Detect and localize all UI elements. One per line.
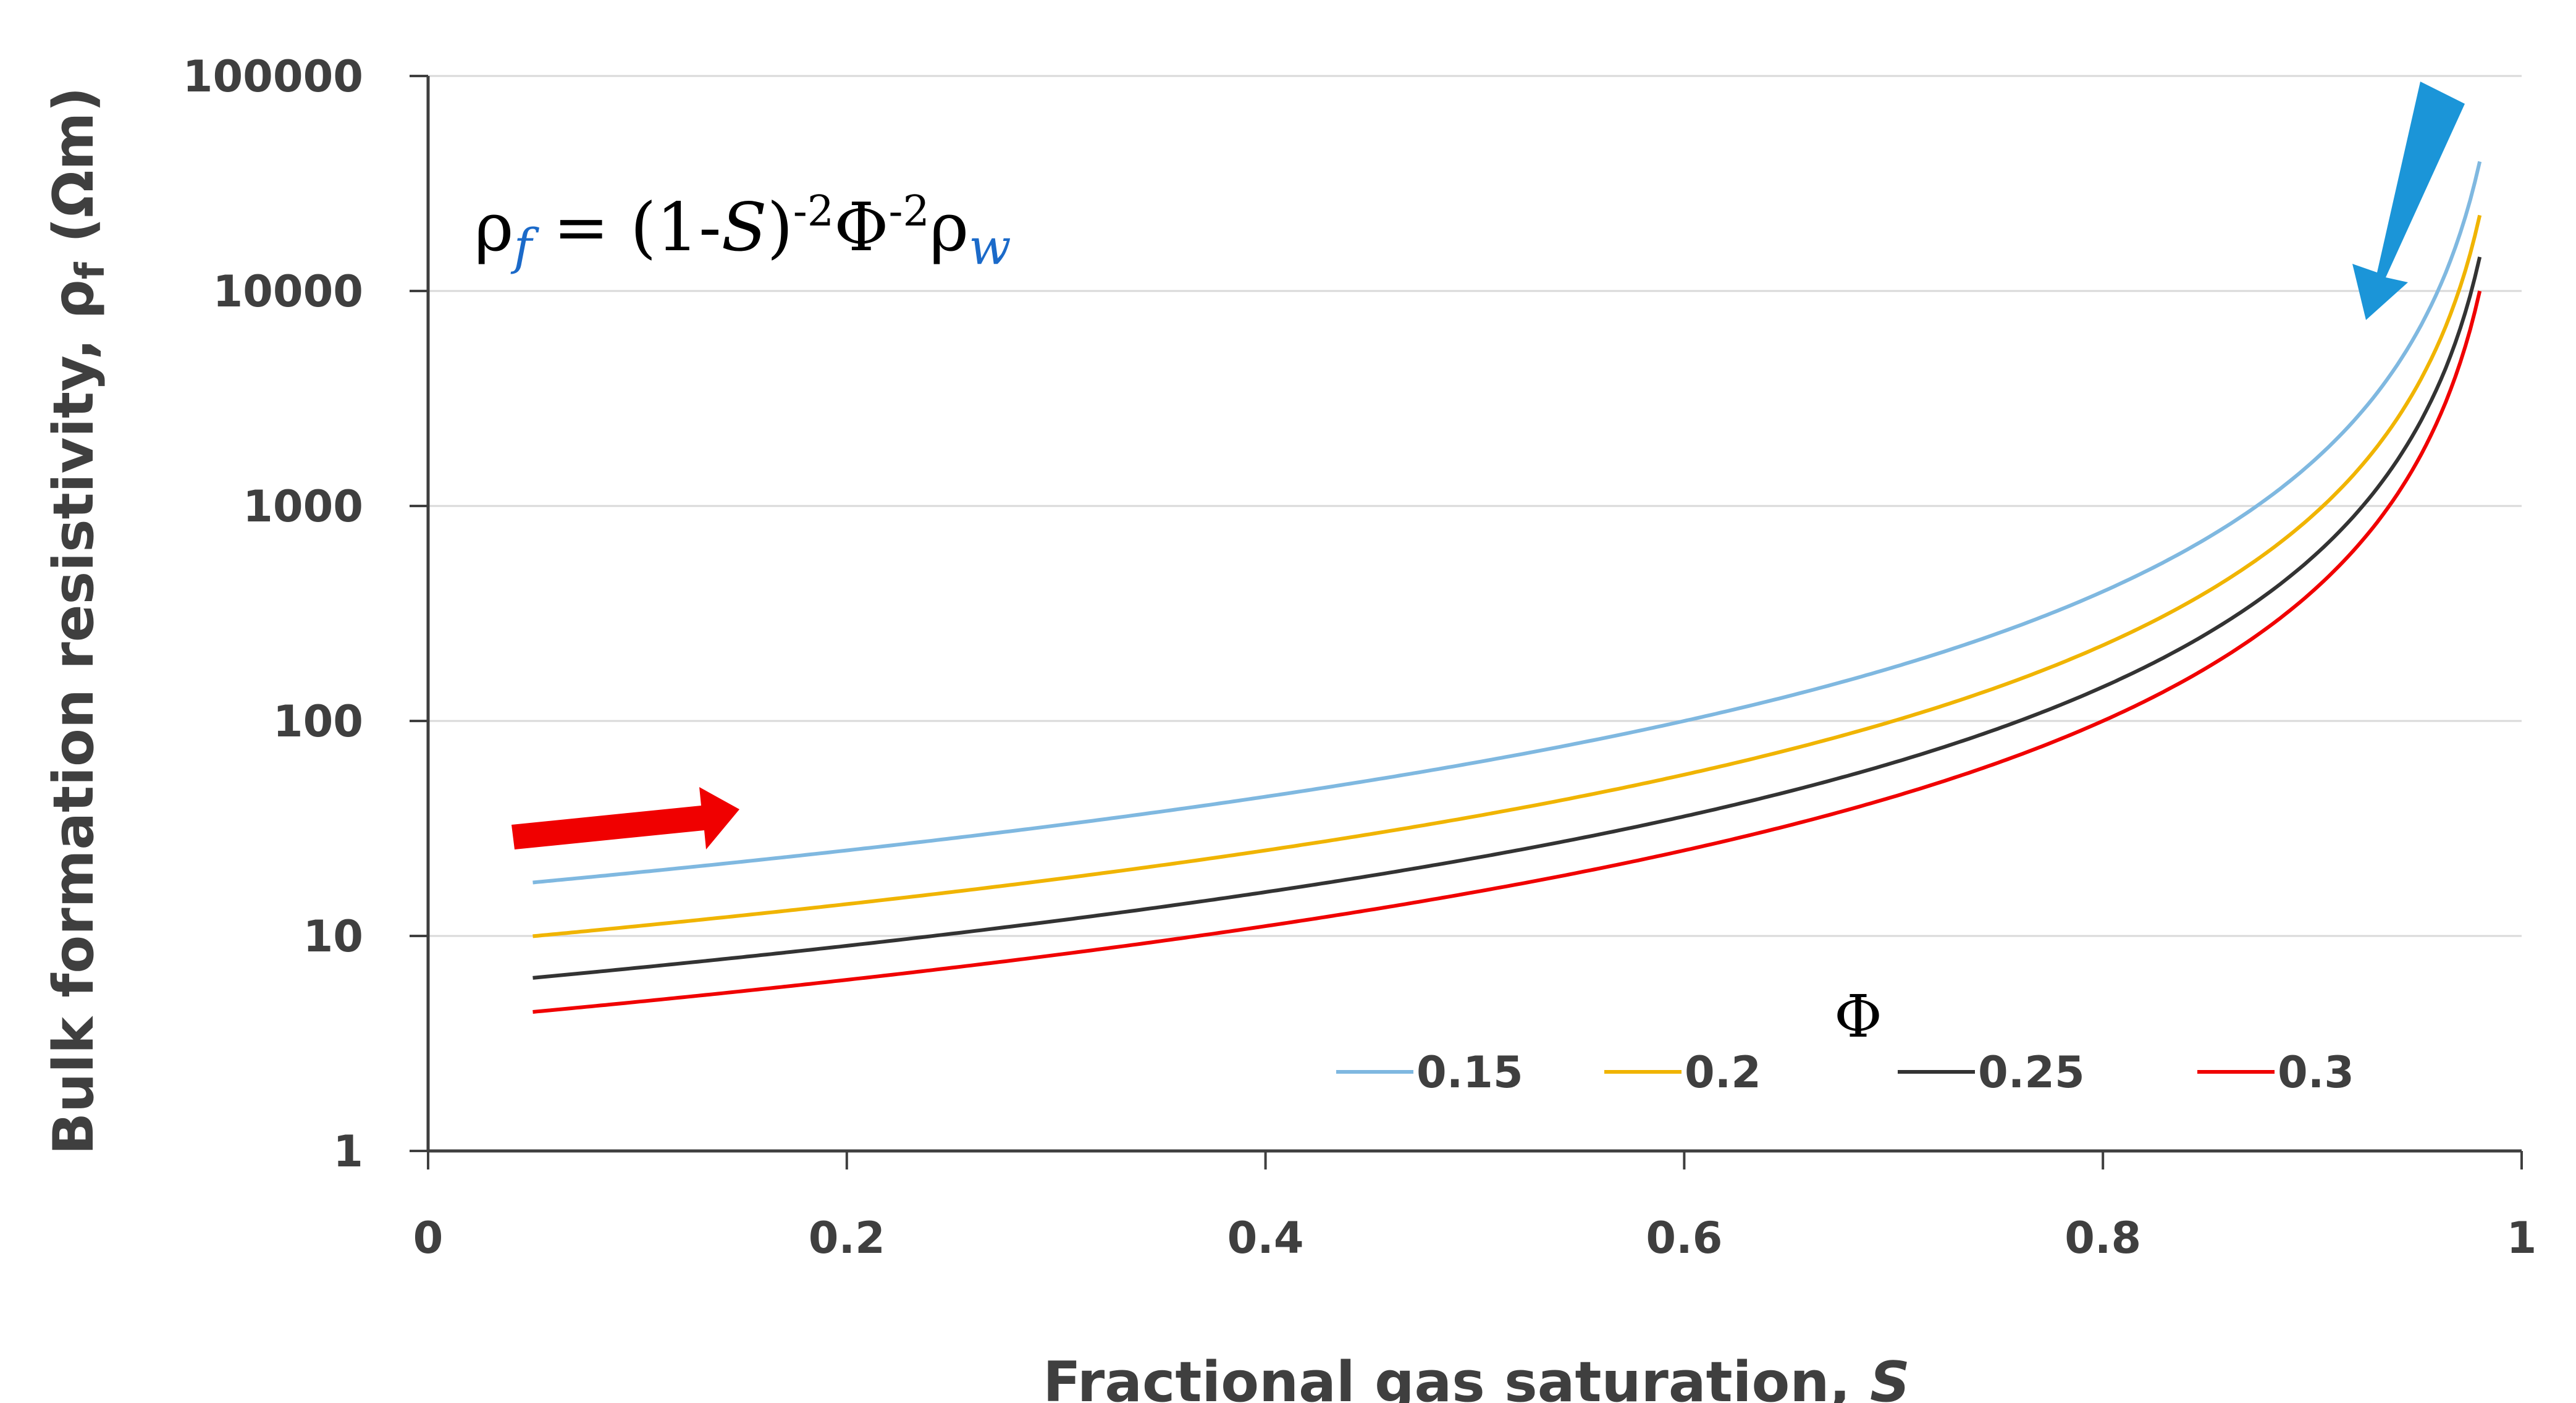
y-tick-label: 100 — [273, 696, 363, 747]
x-tick-label: 1 — [2507, 1213, 2537, 1263]
y-axis-title-symbol: ρ — [41, 279, 106, 319]
x-axis-title-var: S — [1870, 1350, 1910, 1403]
x-tick-label: 0 — [413, 1213, 444, 1263]
x-axis-title: Fractional gas saturation, S — [1043, 1350, 1910, 1403]
series-lines — [532, 161, 2482, 1014]
y-axis-title-unit: (Ωm) — [41, 87, 106, 263]
y-tick-label: 100000 — [183, 51, 363, 102]
red-arrow — [511, 787, 739, 849]
equation-rho: ρ — [474, 189, 514, 266]
series-line-0.2 — [532, 214, 2482, 938]
equation-eq: = (1- — [532, 189, 722, 266]
axes — [410, 75, 2523, 1169]
equation: ρf = (1-S)-2Φ-2ρw — [474, 187, 1011, 276]
x-tick-label: 0.2 — [809, 1213, 885, 1263]
series-line-0.25 — [532, 256, 2482, 980]
legend-title: Φ — [1834, 983, 1882, 1051]
equation-exp2: -2 — [889, 187, 930, 236]
blue-arrow — [2352, 82, 2465, 320]
legend-label-0.3: 0.3 — [2278, 1047, 2354, 1098]
x-axis-title-text: Fractional gas saturation, — [1043, 1350, 1870, 1403]
x-tick-label: 0.8 — [2065, 1213, 2141, 1263]
legend-label-0.15: 0.15 — [1416, 1047, 1523, 1098]
legend-label-0.2: 0.2 — [1685, 1047, 1761, 1098]
legend: Φ 0.15 0.2 0.25 0.3 — [1336, 983, 2354, 1098]
y-tick-label: 1000 — [243, 481, 363, 532]
y-tick-labels: 1 10 100 1000 10000 100000 — [183, 51, 363, 1177]
annotations — [511, 82, 2465, 849]
equation-close: ) — [767, 189, 793, 266]
x-tick-labels: 0 0.2 0.4 0.6 0.8 1 — [413, 1213, 2537, 1263]
equation-sub-w: w — [969, 218, 1011, 276]
y-tick-label: 10 — [303, 911, 363, 962]
equation-phi: Φ — [834, 189, 889, 266]
x-tick-label: 0.6 — [1646, 1213, 1722, 1263]
y-axis-title-sub: f — [68, 261, 114, 279]
x-tick-label: 0.4 — [1227, 1213, 1304, 1263]
y-axis-title-text: Bulk formation resistivity, — [41, 319, 106, 1155]
grid — [428, 75, 2522, 937]
series-line-0.3 — [532, 290, 2482, 1014]
series-line-0.15 — [532, 161, 2482, 885]
legend-label-0.25: 0.25 — [1978, 1047, 2085, 1098]
y-tick-label: 1 — [333, 1126, 363, 1177]
y-axis-title: Bulk formation resistivity, ρf (Ωm) — [41, 87, 114, 1155]
equation-S: S — [722, 189, 767, 266]
y-tick-label: 10000 — [213, 266, 363, 317]
equation-rho2: ρ — [930, 189, 969, 266]
equation-exp1: -2 — [793, 187, 834, 236]
